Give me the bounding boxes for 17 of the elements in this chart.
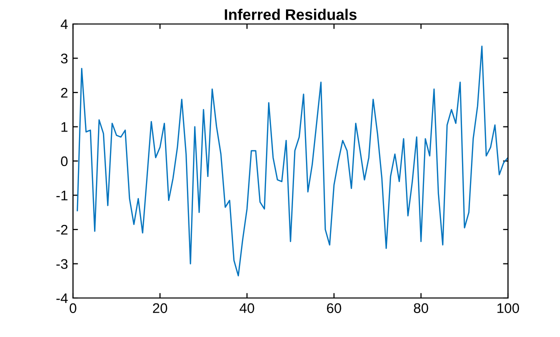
x-tick-label: 100 [497,303,520,314]
y-tick-label: 3 [60,54,68,64]
chart-title: Inferred Residuals [224,8,357,20]
x-tick-label: 80 [414,303,428,314]
y-tick-label: -2 [56,224,68,235]
x-tick-label: 0 [70,303,76,314]
y-tick-label: -1 [56,190,68,200]
y-tick-label: 0 [60,156,68,166]
y-tick-label: -4 [56,293,68,304]
line-series [76,46,508,276]
y-tick-label: 2 [61,88,68,98]
y-tick-label: 4 [60,19,68,30]
x-tick-label: 20 [152,303,168,314]
y-tick-label: 1 [61,122,68,132]
x-tick-label: 40 [240,303,254,314]
x-tick-label: 60 [326,303,342,314]
y-tick-label: -3 [56,259,68,269]
